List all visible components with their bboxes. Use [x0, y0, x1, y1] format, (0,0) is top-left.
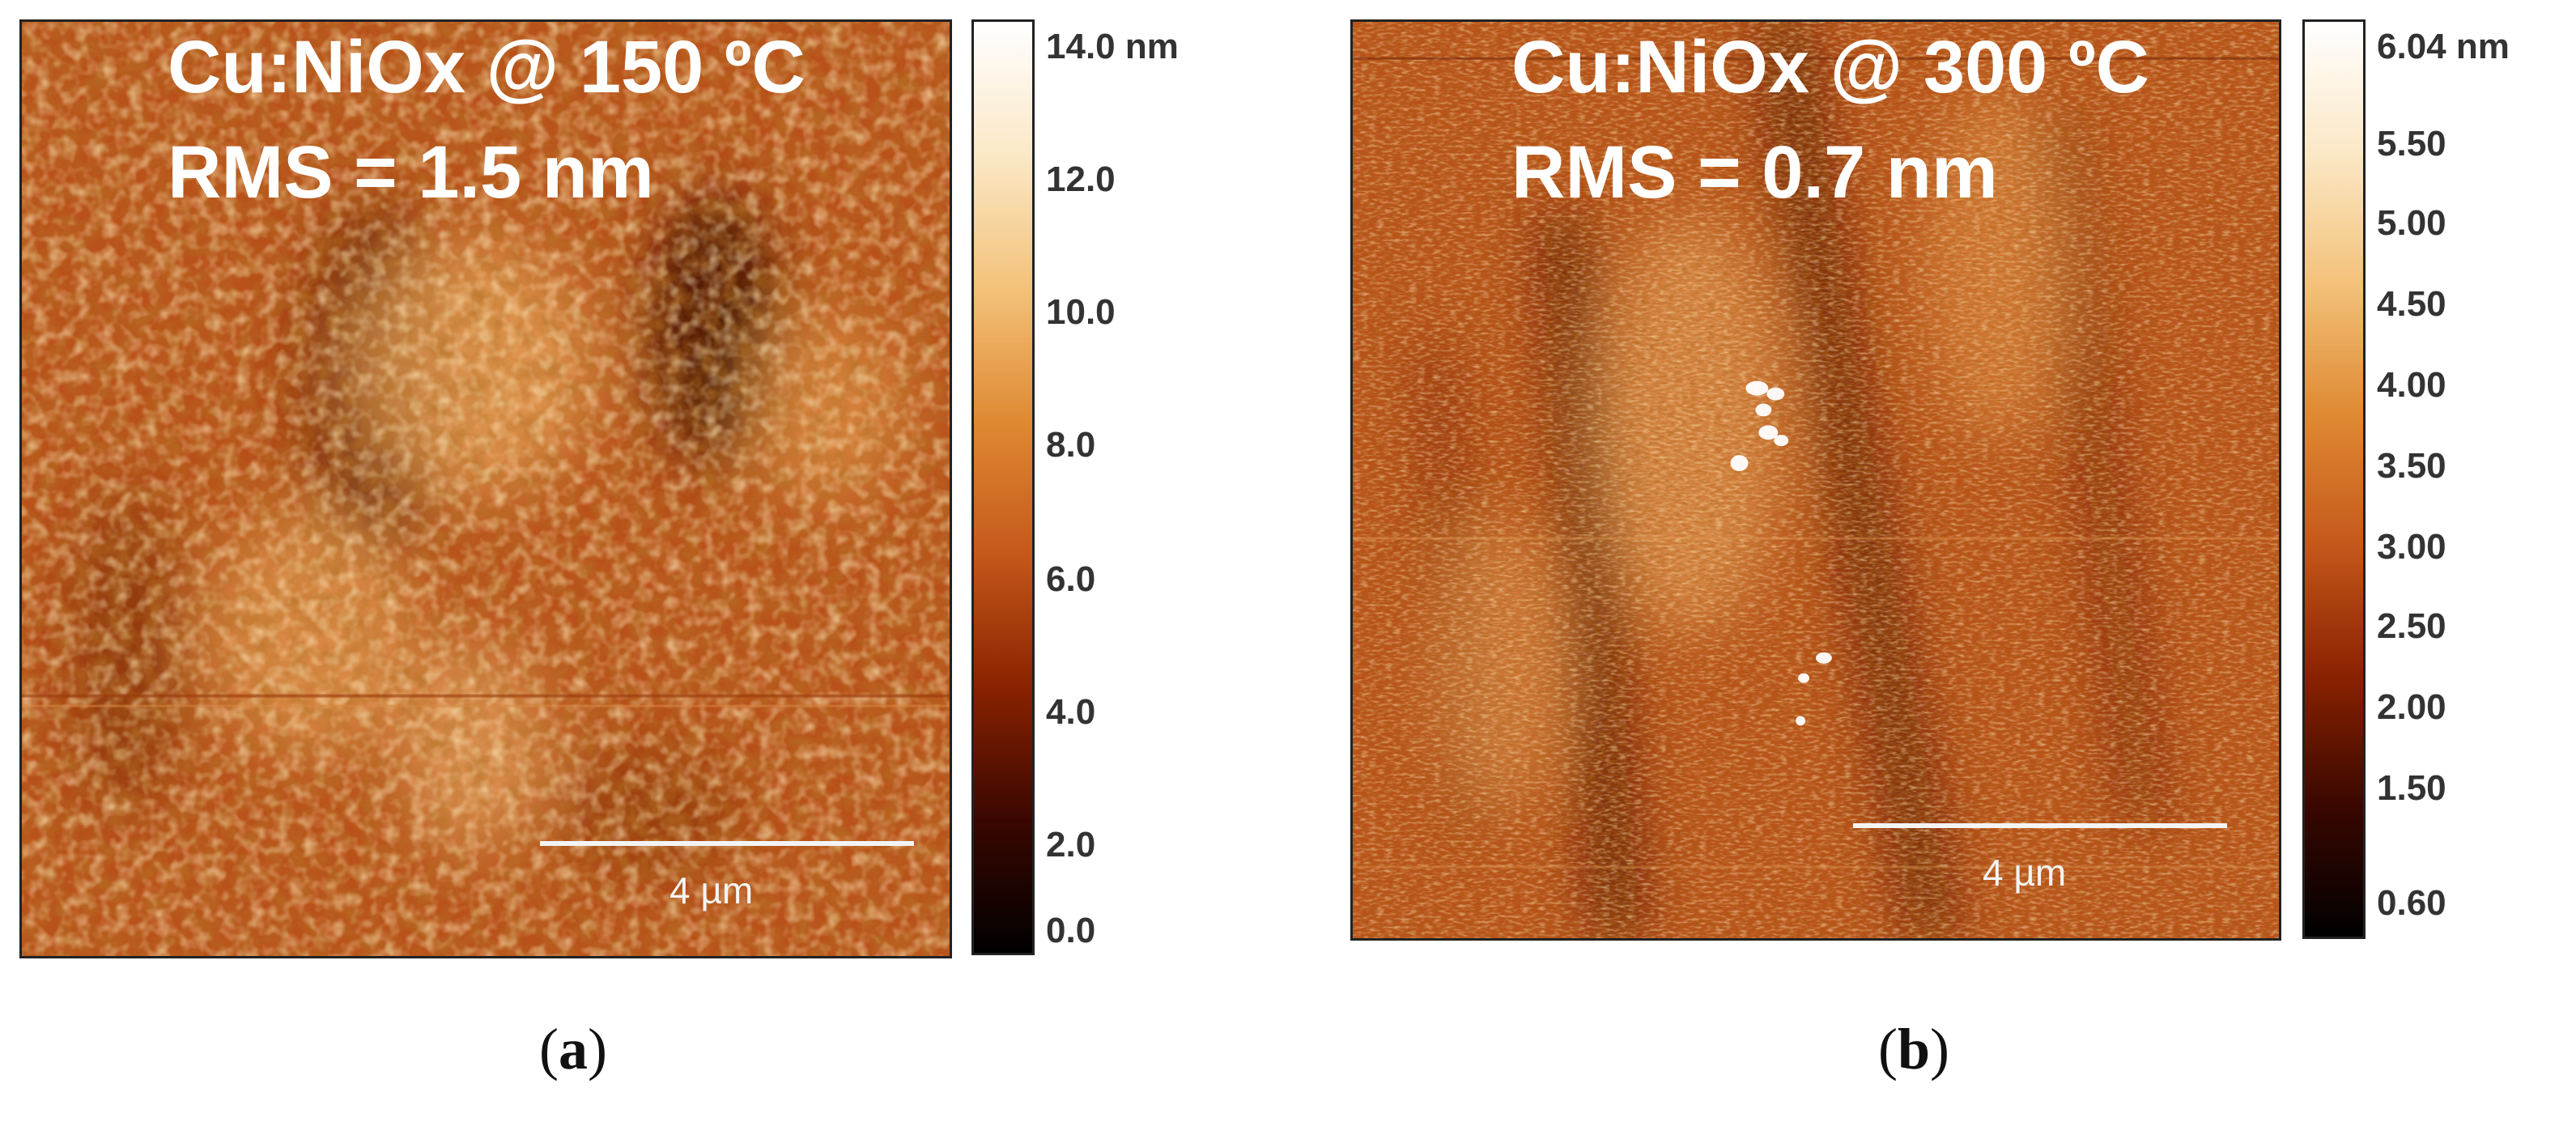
colorbar-tick: 6.04 nm: [2377, 27, 2510, 66]
colorbar-tick: 14.0 nm: [1046, 27, 1179, 66]
colorbar-tick: 3.50: [2377, 446, 2446, 486]
scale-bar-label-a: 4 µm: [670, 869, 754, 911]
colorbar-tick: 4.00: [2377, 365, 2446, 405]
scale-bar-label-b: 4 µm: [1983, 852, 2067, 894]
colorbar-tick: 8.0: [1046, 425, 1096, 465]
colorbar-tick: 5.00: [2377, 203, 2446, 243]
colorbar-tick: 1.50: [2377, 768, 2446, 808]
rms-label-a: RMS = 1.5 nm: [168, 131, 654, 214]
colorbar-tick: 2.0: [1046, 825, 1096, 865]
afm-topography-a: [22, 22, 950, 956]
colorbar-tick: 5.50: [2377, 124, 2446, 164]
colorbar-b: [2302, 19, 2366, 939]
colorbar-tick: 6.0: [1046, 559, 1096, 599]
sample-title-a: Cu:NiOx @ 150 ºC: [168, 26, 806, 108]
caption-b: (b): [1878, 1017, 1950, 1081]
colorbar-tick: 4.50: [2377, 284, 2446, 324]
scale-bar-b: [1853, 823, 2227, 828]
sample-title-b: Cu:NiOx @ 300 ºC: [1511, 26, 2149, 108]
colorbar-a: [971, 19, 1035, 955]
scale-bar-a: [540, 841, 914, 846]
colorbar-tick: 12.0: [1046, 159, 1116, 199]
caption-letter-b: b: [1897, 1017, 1931, 1081]
colorbar-tick: 4.0: [1046, 692, 1096, 732]
afm-topography-b: [1353, 22, 2279, 938]
afm-image-a: Cu:NiOx @ 150 ºC RMS = 1.5 nm 4 µm: [19, 19, 952, 958]
colorbar-tick: 2.50: [2377, 606, 2446, 646]
colorbar-tick: 3.00: [2377, 527, 2446, 567]
colorbar-tick: 0.0: [1046, 911, 1096, 950]
rms-label-b: RMS = 0.7 nm: [1511, 131, 1998, 214]
caption-a: (a): [539, 1017, 607, 1081]
colorbar-tick: 0.60: [2377, 883, 2446, 923]
afm-image-b: Cu:NiOx @ 300 ºC RMS = 0.7 nm 4 µm: [1350, 19, 2281, 941]
colorbar-tick: 2.00: [2377, 687, 2446, 727]
caption-letter-a: a: [558, 1017, 588, 1081]
colorbar-tick: 10.0: [1046, 292, 1116, 332]
